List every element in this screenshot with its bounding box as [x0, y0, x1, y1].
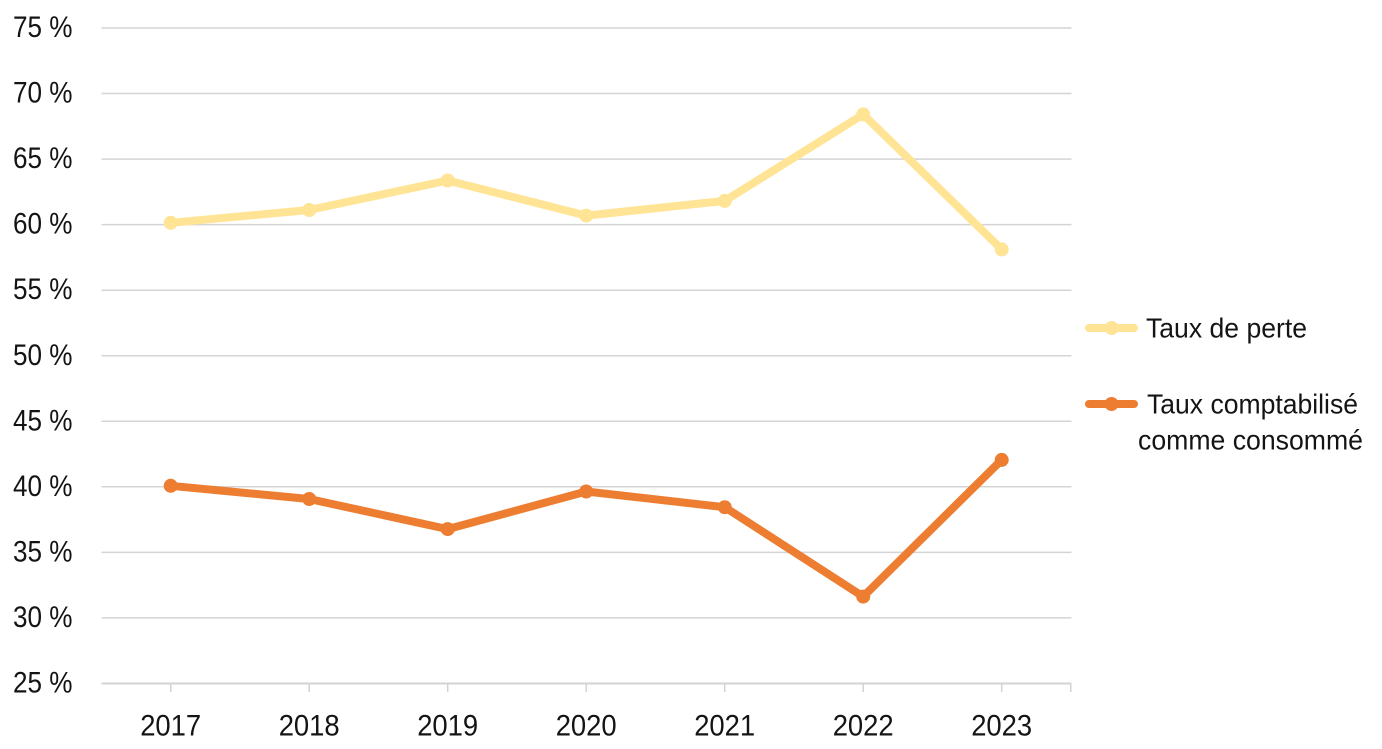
svg-text:30 %: 30 % — [13, 601, 73, 634]
svg-text:2020: 2020 — [556, 710, 617, 743]
svg-text:65 %: 65 % — [13, 142, 73, 175]
svg-text:25 %: 25 % — [13, 667, 73, 700]
svg-text:2021: 2021 — [694, 710, 755, 743]
svg-text:2023: 2023 — [971, 710, 1032, 743]
svg-text:2017: 2017 — [140, 710, 201, 743]
svg-text:55 %: 55 % — [13, 273, 73, 306]
svg-text:70 %: 70 % — [13, 77, 73, 110]
svg-text:45 %: 45 % — [13, 404, 73, 437]
svg-text:Taux de perte: Taux de perte — [1146, 313, 1307, 344]
svg-text:40 %: 40 % — [13, 470, 73, 503]
svg-text:2022: 2022 — [833, 710, 894, 743]
svg-text:comme consommé: comme consommé — [1138, 425, 1363, 456]
svg-text:2019: 2019 — [417, 710, 478, 743]
svg-text:35 %: 35 % — [13, 535, 73, 568]
svg-text:Taux comptabilisé: Taux comptabilisé — [1147, 389, 1358, 420]
svg-text:50 %: 50 % — [13, 339, 73, 372]
svg-text:75 %: 75 % — [13, 11, 73, 44]
svg-text:60 %: 60 % — [13, 208, 73, 241]
svg-text:2018: 2018 — [279, 710, 340, 743]
